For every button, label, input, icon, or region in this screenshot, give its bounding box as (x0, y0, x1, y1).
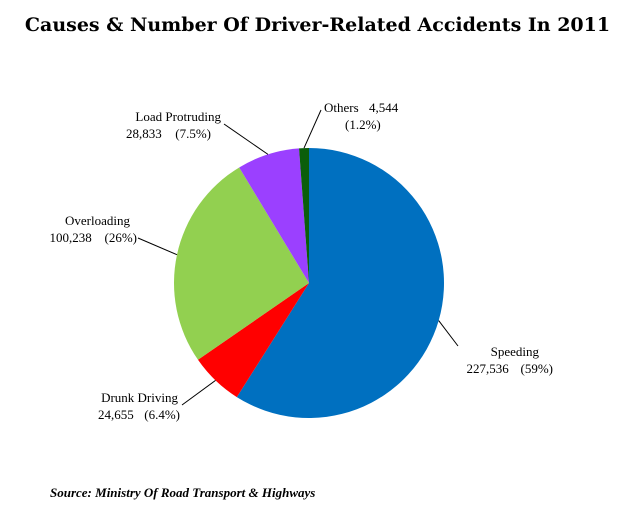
leader-line-others (303, 109, 322, 149)
label-drunk-driving-values: 24,655 (6.4%) (98, 407, 180, 422)
label-speeding-value: 227,536 (467, 361, 510, 376)
label-load-protruding-value: 28,833 (126, 126, 162, 141)
leader-line-overloading (137, 237, 178, 256)
leader-line-load-protruding (223, 123, 269, 155)
label-others-percent: (1.2%) (345, 117, 381, 132)
label-overloading-values: 100,238 (26%) (50, 230, 138, 245)
label-overloading-value: 100,238 (50, 230, 92, 245)
label-load-protruding: Load Protruding (135, 109, 221, 124)
label-others-value: 4,544 (369, 100, 399, 115)
pie-slice-overloading (174, 167, 309, 360)
pie-slice-others (299, 148, 309, 283)
label-others-percent-line: (1.2%) (345, 117, 381, 132)
label-speeding-percent: (59%) (521, 361, 554, 376)
source-note: Source: Ministry Of Road Transport & Hig… (50, 485, 316, 500)
label-speeding: Speeding (491, 344, 540, 359)
label-drunk-driving-name: Drunk Driving (101, 390, 178, 405)
label-others-name: Others (324, 100, 359, 115)
label-load-protruding-values: 28,833 (7.5%) (126, 126, 211, 141)
leader-line-drunk-driving (181, 380, 216, 406)
leader-line-speeding (438, 320, 459, 347)
pie-slice-drunk-driving (197, 283, 309, 398)
label-speeding-name: Speeding (491, 344, 540, 359)
label-load-protruding-percent: (7.5%) (175, 126, 211, 141)
label-overloading-name: Overloading (65, 213, 130, 228)
pie-slices (174, 148, 445, 419)
label-overloading-percent: (26%) (105, 230, 138, 245)
label-load-protruding-name: Load Protruding (135, 109, 221, 124)
label-speeding-values: 227,536 (59%) (467, 361, 554, 376)
pie-slice-speeding (236, 148, 445, 419)
label-drunk-driving-percent: (6.4%) (144, 407, 180, 422)
chart-title: Causes & Number Of Driver-Related Accide… (24, 14, 611, 36)
label-drunk-driving: Drunk Driving (101, 390, 178, 405)
pie-slice-load-protruding (239, 148, 309, 283)
label-others: Others 4,544 (324, 100, 399, 115)
leader-lines (137, 109, 459, 406)
label-drunk-driving-value: 24,655 (98, 407, 134, 422)
label-overloading: Overloading (65, 213, 130, 228)
